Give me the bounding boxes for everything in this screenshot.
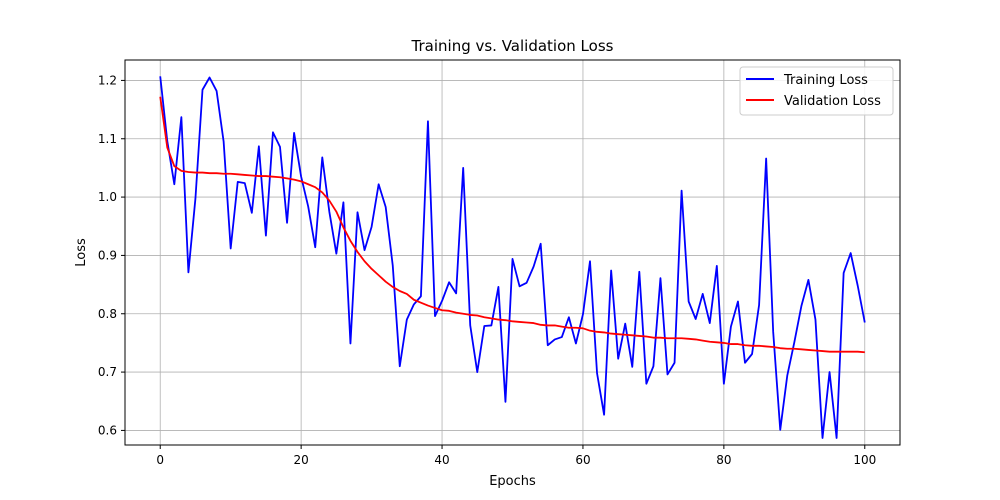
series-layer (159, 76, 866, 439)
y-tick-label: 1.0 (98, 190, 117, 204)
legend-label-training-loss: Training Loss (783, 73, 868, 88)
y-tick-label: 0.7 (98, 365, 117, 379)
x-tick-label: 0 (156, 453, 164, 467)
chart-title: Training vs. Validation Loss (411, 37, 614, 55)
legend-label-validation-loss: Validation Loss (784, 94, 881, 109)
y-axis: 0.6 0.7 0.8 0.9 1.0 1.1 1.2 (98, 73, 125, 437)
y-axis-label: Loss (74, 238, 89, 267)
x-tick-label: 40 (434, 453, 449, 467)
x-axis-label: Epochs (489, 474, 536, 489)
y-tick-label: 1.1 (98, 132, 117, 146)
y-tick-label: 1.2 (98, 73, 117, 87)
y-tick-label: 0.6 (98, 423, 117, 437)
y-tick-label: 0.8 (98, 307, 117, 321)
x-axis: 0 20 40 60 80 100 (156, 445, 876, 467)
x-tick-label: 80 (716, 453, 731, 467)
x-tick-label: 60 (575, 453, 590, 467)
y-tick-label: 0.9 (98, 248, 117, 262)
legend-box (739, 66, 894, 116)
legend: Training Loss Validation Loss (739, 66, 894, 116)
training-loss-line (159, 76, 866, 439)
plot-area-frame (124, 59, 901, 446)
validation-loss-line (159, 96, 865, 354)
x-tick-label: 20 (293, 453, 308, 467)
x-tick-label: 100 (853, 453, 876, 467)
